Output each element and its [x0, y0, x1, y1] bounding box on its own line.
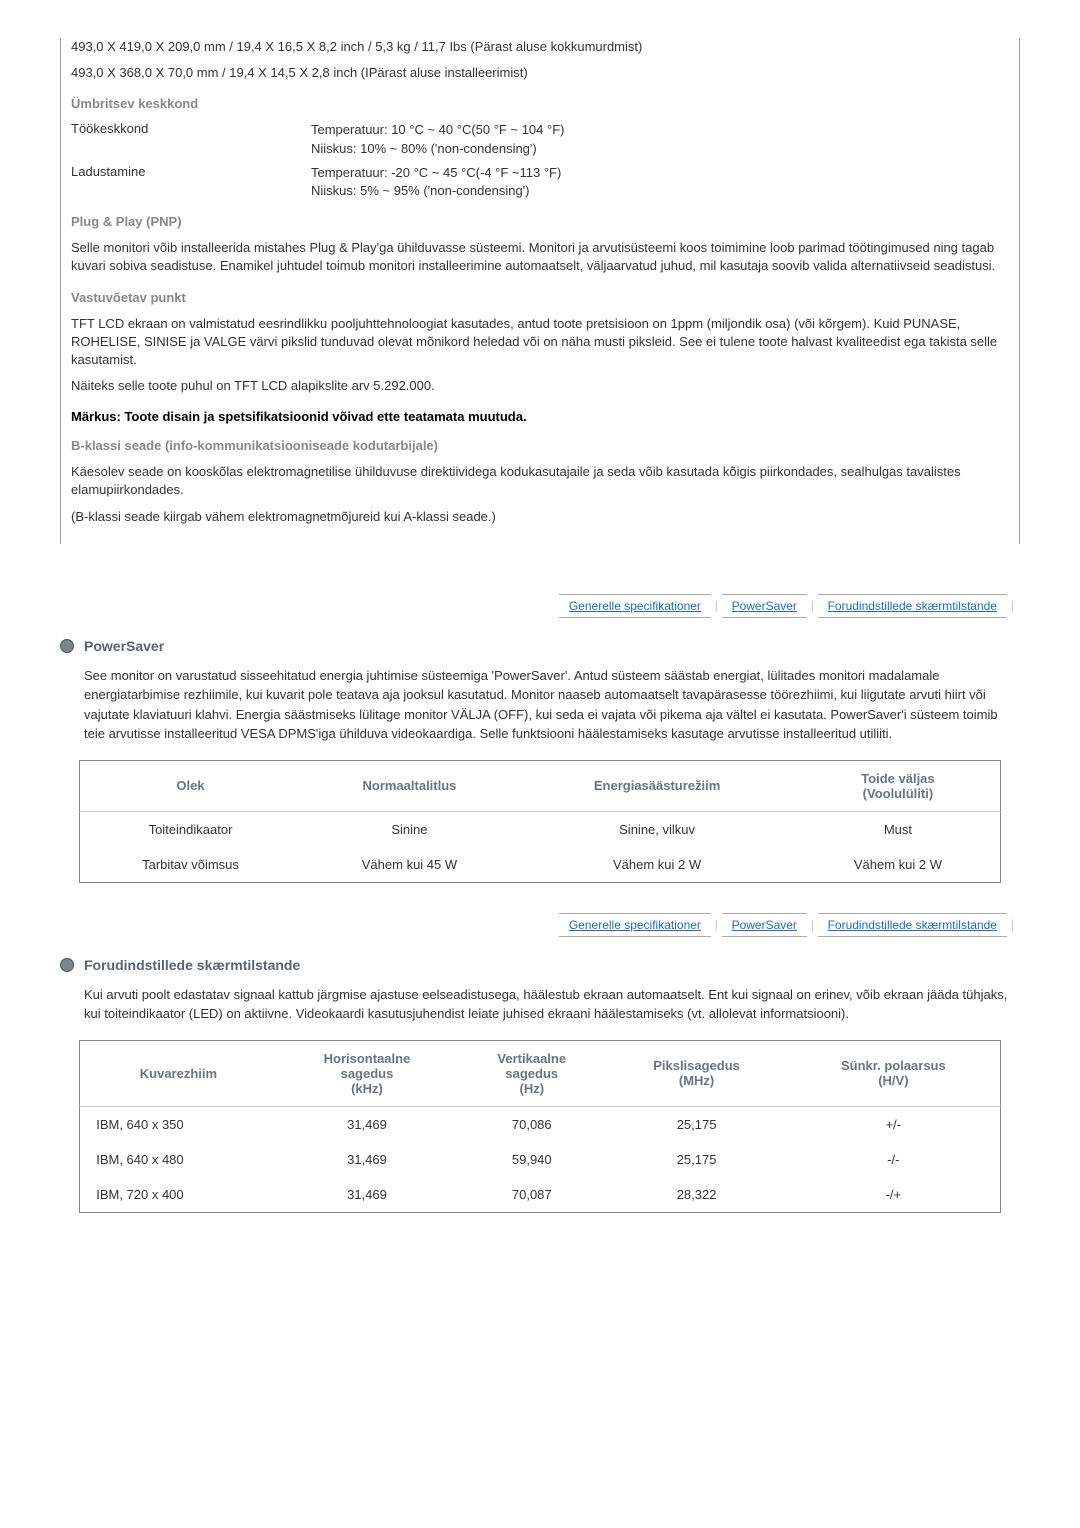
preset-head: Forudindstillede skærmtilstande	[60, 957, 1020, 973]
pr-r1c1: 31,469	[277, 1142, 458, 1177]
preset-title: Forudindstillede skærmtilstande	[84, 957, 300, 973]
ps-th-2: Energiasäästurežiim	[518, 760, 796, 811]
bclass-heading: B-klassi seade (info-kommunikatsioonisea…	[71, 438, 1009, 453]
nav-sep: |	[811, 917, 814, 932]
table-header-row: Olek Normaaltalitlus Energiasäästurežiim…	[80, 760, 1001, 811]
pr-th-2: Vertikaalnesagedus(Hz)	[457, 1040, 606, 1106]
nav2-powersaver[interactable]: PowerSaver	[722, 913, 807, 937]
preset-table: Kuvarezhiim Horisontaalnesagedus(kHz) Ve…	[79, 1040, 1001, 1213]
nav-sep: |	[715, 598, 718, 613]
ps-r0c3: Must	[796, 811, 1000, 847]
pr-r2c0: IBM, 720 x 400	[80, 1177, 277, 1213]
env-storage-row: Ladustamine Temperatuur: -20 °C ~ 45 °C(…	[71, 164, 1009, 200]
nav-sep: |	[1011, 598, 1014, 613]
pr-r1c2: 59,940	[457, 1142, 606, 1177]
dot-example: Näiteks selle toote puhul on TFT LCD ala…	[71, 377, 1009, 395]
pr-r1c4: -/-	[787, 1142, 1000, 1177]
env-storage-hum: Niiskus: 5% ~ 95% ('non-condensing')	[311, 183, 530, 198]
pr-th-1: Horisontaalnesagedus(kHz)	[277, 1040, 458, 1106]
powersaver-table: Olek Normaaltalitlus Energiasäästurežiim…	[79, 760, 1001, 883]
table-row: IBM, 640 x 350 31,469 70,086 25,175 +/-	[80, 1106, 1001, 1142]
ps-r1c2: Vähem kui 2 W	[518, 847, 796, 883]
table-row: IBM, 640 x 480 31,469 59,940 25,175 -/-	[80, 1142, 1001, 1177]
preset-text: Kui arvuti poolt edastatav signaal kattu…	[60, 985, 1020, 1024]
nav1-powersaver[interactable]: PowerSaver	[722, 594, 807, 618]
bullet-icon	[60, 958, 74, 972]
ps-r0c0: Toiteindikaator	[80, 811, 301, 847]
pr-r0c4: +/-	[787, 1106, 1000, 1142]
pr-r0c0: IBM, 640 x 350	[80, 1106, 277, 1142]
env-work-label: Töökeskkond	[71, 121, 311, 157]
ps-r0c1: Sinine	[301, 811, 518, 847]
pr-r1c0: IBM, 640 x 480	[80, 1142, 277, 1177]
dim-line2: 493,0 X 368,0 X 70,0 mm / 19,4 X 14,5 X …	[71, 64, 1009, 82]
ps-th-3a: Toide väljas	[861, 771, 934, 786]
env-work-temp: Temperatuur: 10 °C ~ 40 °C(50 °F ~ 104 °…	[311, 122, 564, 137]
powersaver-head: PowerSaver	[60, 638, 1020, 654]
bullet-icon	[60, 639, 74, 653]
nav-tabs-2: Generelle specifikationer | PowerSaver |…	[60, 913, 1020, 937]
ps-r1c1: Vähem kui 45 W	[301, 847, 518, 883]
pnp-heading: Plug & Play (PNP)	[71, 214, 1009, 229]
env-work-hum: Niiskus: 10% ~ 80% ('non-condensing')	[311, 141, 537, 156]
ps-th-1: Normaaltalitlus	[301, 760, 518, 811]
table-header-row: Kuvarezhiim Horisontaalnesagedus(kHz) Ve…	[80, 1040, 1001, 1106]
ps-r0c2: Sinine, vilkuv	[518, 811, 796, 847]
nav-sep: |	[715, 917, 718, 932]
nav2-preset[interactable]: Forudindstillede skærmtilstande	[818, 913, 1007, 937]
nav-tabs-1: Generelle specifikationer | PowerSaver |…	[60, 594, 1020, 618]
pr-r0c2: 70,086	[457, 1106, 606, 1142]
spec-box: 493,0 X 419,0 X 209,0 mm / 19,4 X 16,5 X…	[60, 38, 1020, 544]
env-storage-value: Temperatuur: -20 °C ~ 45 °C(-4 °F ~113 °…	[311, 164, 1009, 200]
nav1-preset[interactable]: Forudindstillede skærmtilstande	[818, 594, 1007, 618]
dot-heading: Vastuvõetav punkt	[71, 290, 1009, 305]
env-storage-temp: Temperatuur: -20 °C ~ 45 °C(-4 °F ~113 °…	[311, 165, 561, 180]
nav1-general[interactable]: Generelle specifikationer	[559, 594, 711, 618]
env-storage-label: Ladustamine	[71, 164, 311, 200]
env-work-value: Temperatuur: 10 °C ~ 40 °C(50 °F ~ 104 °…	[311, 121, 1009, 157]
env-heading: Ümbritsev keskkond	[71, 96, 1009, 111]
nav2-general[interactable]: Generelle specifikationer	[559, 913, 711, 937]
env-work-row: Töökeskkond Temperatuur: 10 °C ~ 40 °C(5…	[71, 121, 1009, 157]
pr-r0c1: 31,469	[277, 1106, 458, 1142]
design-notice: Märkus: Toote disain ja spetsifikatsioon…	[71, 409, 1009, 424]
powersaver-text: See monitor on varustatud sisseehitatud …	[60, 666, 1020, 744]
pr-r2c3: 28,322	[606, 1177, 787, 1213]
ps-th-3b: (Voolulüliti)	[863, 786, 934, 801]
ps-r1c3: Vähem kui 2 W	[796, 847, 1000, 883]
bclass-text: Käesolev seade on kooskõlas elektromagne…	[71, 463, 1009, 499]
pr-r0c3: 25,175	[606, 1106, 787, 1142]
ps-th-0: Olek	[80, 760, 301, 811]
pr-th-4: Sünkr. polaarsus(H/V)	[787, 1040, 1000, 1106]
powersaver-title: PowerSaver	[84, 638, 164, 654]
table-row: Toiteindikaator Sinine Sinine, vilkuv Mu…	[80, 811, 1001, 847]
pr-r2c1: 31,469	[277, 1177, 458, 1213]
pr-th-3: Pikslisagedus(MHz)	[606, 1040, 787, 1106]
table-row: IBM, 720 x 400 31,469 70,087 28,322 -/+	[80, 1177, 1001, 1213]
ps-r1c0: Tarbitav võimsus	[80, 847, 301, 883]
table-row: Tarbitav võimsus Vähem kui 45 W Vähem ku…	[80, 847, 1001, 883]
pnp-text: Selle monitori võib installeerida mistah…	[71, 239, 1009, 275]
nav-sep: |	[811, 598, 814, 613]
dot-text: TFT LCD ekraan on valmistatud eesrindlik…	[71, 315, 1009, 370]
bclass-note: (B-klassi seade kiirgab vähem elektromag…	[71, 508, 1009, 526]
dim-line1: 493,0 X 419,0 X 209,0 mm / 19,4 X 16,5 X…	[71, 38, 1009, 56]
pr-r2c2: 70,087	[457, 1177, 606, 1213]
pr-r2c4: -/+	[787, 1177, 1000, 1213]
ps-th-3: Toide väljas (Voolulüliti)	[796, 760, 1000, 811]
nav-sep: |	[1011, 917, 1014, 932]
pr-r1c3: 25,175	[606, 1142, 787, 1177]
pr-th-0: Kuvarezhiim	[80, 1040, 277, 1106]
